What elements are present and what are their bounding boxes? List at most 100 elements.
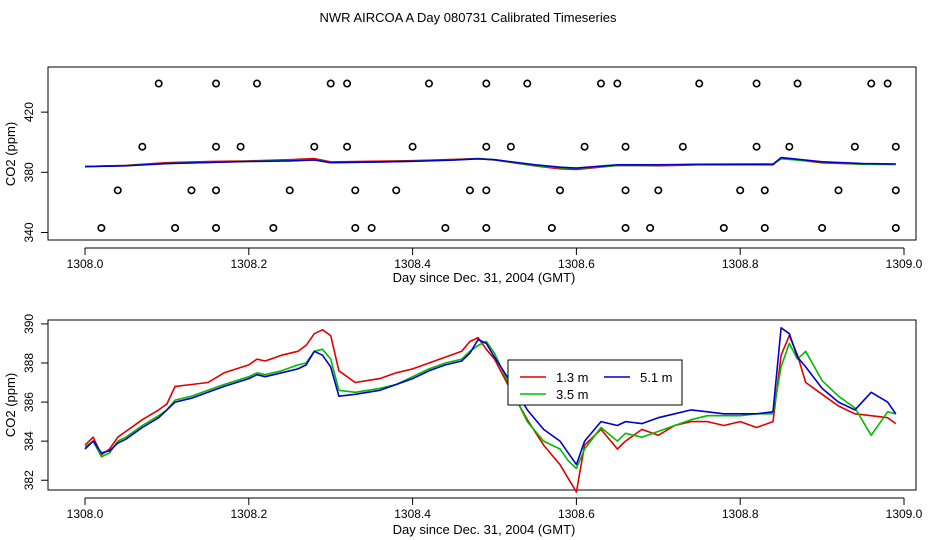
series-lines-bottom <box>84 327 897 493</box>
scatter-point <box>351 186 360 195</box>
legend-label-3-5m: 3.5 m <box>556 387 589 402</box>
scatter-point <box>752 79 761 88</box>
panel-top: 340 380 420 1308.0 1308.2 1308.4 1308.6 1308.8… <box>3 66 923 285</box>
scatter-point <box>850 142 859 151</box>
scatter-point <box>678 142 687 151</box>
x-tick-label: 1309.0 <box>886 507 923 521</box>
scatter-point <box>351 223 360 232</box>
scatter-point <box>891 142 900 151</box>
legend: 1.3 m 3.5 m 5.1 m <box>507 359 683 406</box>
y-tick-label: 380 <box>22 162 36 182</box>
scatter-point <box>408 142 417 151</box>
scatter-point <box>113 186 122 195</box>
plot-frame-top <box>47 66 917 241</box>
scatter-point <box>138 142 147 151</box>
scatter-point <box>482 186 491 195</box>
scatter-point <box>891 186 900 195</box>
x-tick-label: 1308.0 <box>67 507 104 521</box>
x-tick-label: 1308.4 <box>394 257 431 271</box>
scatter-point <box>883 79 892 88</box>
scatter-point <box>523 79 532 88</box>
y-tick-label: 386 <box>22 392 36 412</box>
scatter-point <box>482 142 491 151</box>
series-line-1-3-m <box>84 329 897 493</box>
scatter-point <box>310 142 319 151</box>
plot-frame-bottom <box>47 319 917 491</box>
scatter-point <box>818 223 827 232</box>
scatter-point <box>760 186 769 195</box>
scatter-point <box>212 186 221 195</box>
series-lines-top <box>84 156 896 171</box>
x-tick-label: 1308.8 <box>722 257 759 271</box>
page-title: NWR AIRCOA A Day 080731 Calibrated Times… <box>320 10 617 25</box>
scatter-point <box>212 223 221 232</box>
y-tick-label: 390 <box>22 314 36 334</box>
scatter-point <box>171 223 180 232</box>
scatter-point <box>613 79 622 88</box>
panel-bottom: 382 384 386 388 390 1308.0 1308.2 1308.4 1308.6… <box>3 314 923 537</box>
scatter-point <box>556 186 565 195</box>
x-axis-bottom: 1308.0 1308.2 1308.4 1308.6 1308.8 1309.0 <box>67 497 923 521</box>
x-axis-label-top: Day since Dec. 31, 2004 (GMT) <box>393 270 576 285</box>
scatter-point <box>269 223 278 232</box>
scatter-point <box>187 186 196 195</box>
scatter-point <box>867 79 876 88</box>
scatter-points-top <box>97 79 900 232</box>
scatter-point <box>621 186 630 195</box>
x-tick-label: 1309.0 <box>886 257 923 271</box>
scatter-point <box>326 79 335 88</box>
scatter-point <box>482 79 491 88</box>
scatter-point <box>580 142 589 151</box>
y-tick-label: 388 <box>22 353 36 373</box>
x-tick-label: 1308.2 <box>230 257 267 271</box>
scatter-point <box>482 223 491 232</box>
y-axis-label-top: CO2 (ppm) <box>3 122 18 186</box>
scatter-point <box>212 79 221 88</box>
scatter-point <box>785 142 794 151</box>
y-axis-top: 340 380 420 <box>22 102 48 242</box>
y-tick-label: 340 <box>22 222 36 242</box>
y-axis-label-bottom: CO2 (ppm) <box>3 373 18 437</box>
scatter-point <box>621 223 630 232</box>
scatter-point <box>97 223 106 232</box>
scatter-point <box>506 142 515 151</box>
scatter-point <box>154 79 163 88</box>
scatter-point <box>236 142 245 151</box>
scatter-point <box>392 186 401 195</box>
x-tick-label: 1308.0 <box>67 257 104 271</box>
legend-label-5-1m: 5.1 m <box>640 370 673 385</box>
x-axis-label-bottom: Day since Dec. 31, 2004 (GMT) <box>393 522 576 537</box>
scatter-point <box>736 186 745 195</box>
scatter-point <box>285 186 294 195</box>
y-tick-label: 384 <box>22 431 36 451</box>
scatter-point <box>719 223 728 232</box>
series-line-5-1-m <box>84 327 897 466</box>
scatter-point <box>465 186 474 195</box>
scatter-point <box>596 79 605 88</box>
scatter-point <box>367 223 376 232</box>
scatter-point <box>343 142 352 151</box>
legend-label-1-3m: 1.3 m <box>556 370 589 385</box>
x-tick-label: 1308.6 <box>558 257 595 271</box>
scatter-point <box>212 142 221 151</box>
scatter-point <box>252 79 261 88</box>
x-axis-top: 1308.0 1308.2 1308.4 1308.6 1308.8 1309.0 <box>67 247 923 271</box>
scatter-point <box>760 223 769 232</box>
x-tick-label: 1308.6 <box>558 507 595 521</box>
y-tick-label: 382 <box>22 470 36 490</box>
scatter-point <box>441 223 450 232</box>
scatter-point <box>547 223 556 232</box>
scatter-point <box>343 79 352 88</box>
scatter-point <box>793 79 802 88</box>
series-line-5-1-m <box>84 156 896 169</box>
scatter-point <box>891 223 900 232</box>
x-tick-label: 1308.8 <box>722 507 759 521</box>
x-tick-label: 1308.2 <box>230 507 267 521</box>
x-tick-label: 1308.4 <box>394 507 431 521</box>
scatter-point <box>646 223 655 232</box>
y-axis-bottom: 382 384 386 388 390 <box>22 314 48 490</box>
scatter-point <box>654 186 663 195</box>
scatter-point <box>752 142 761 151</box>
legend-box <box>507 359 683 406</box>
